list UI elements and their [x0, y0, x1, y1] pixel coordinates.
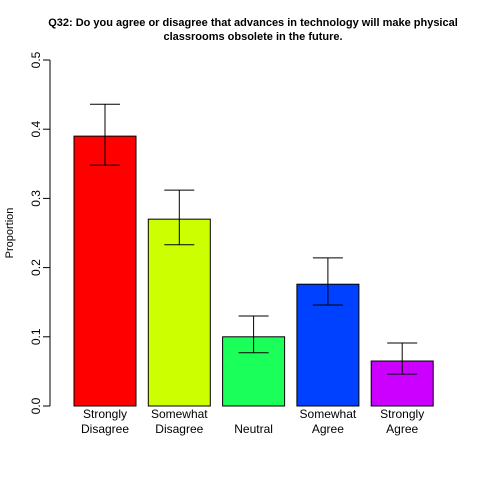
y-tick-label: 0.0 — [29, 397, 43, 414]
x-tick-label: Strongly — [380, 407, 424, 421]
y-tick-label: 0.5 — [29, 51, 43, 68]
x-tick-label: Disagree — [81, 422, 129, 436]
x-tick-label: Agree — [386, 422, 418, 436]
x-tick-label: Neutral — [234, 422, 273, 436]
y-tick-label: 0.4 — [29, 121, 43, 138]
bar — [222, 336, 286, 407]
x-tick-label: Strongly — [83, 407, 127, 421]
chart-title: classrooms obsolete in the future. — [163, 31, 342, 43]
y-tick-label: 0.1 — [29, 328, 43, 345]
y-axis-label: Proportion — [4, 208, 16, 259]
y-tick-label: 0.3 — [29, 190, 43, 207]
x-tick-label: Disagree — [155, 422, 203, 436]
bar — [147, 218, 211, 407]
x-tick-label: Somewhat — [300, 407, 357, 421]
chart-title: Q32: Do you agree or disagree that advan… — [48, 17, 458, 29]
x-tick-label: Somewhat — [151, 407, 208, 421]
bar — [73, 135, 137, 407]
x-tick-label: Agree — [312, 422, 344, 436]
y-tick-label: 0.2 — [29, 259, 43, 276]
